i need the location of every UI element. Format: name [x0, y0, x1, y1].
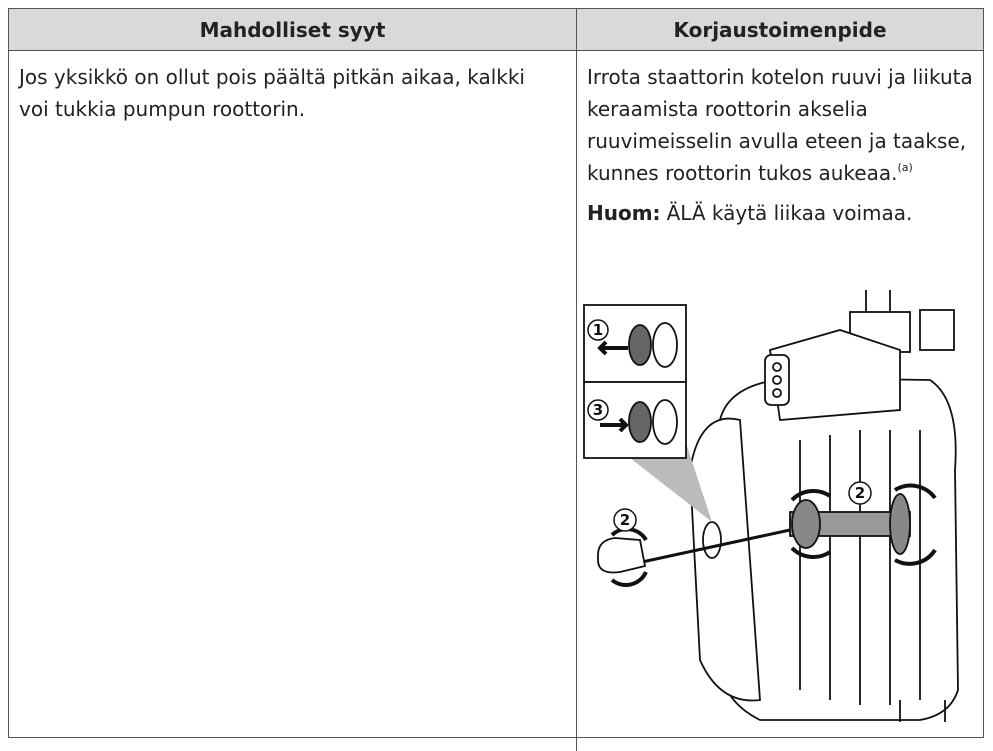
pump-connector: [768, 329, 901, 421]
arrow: [600, 417, 629, 433]
figure-label: 1: [593, 321, 603, 339]
pump-housing: [719, 377, 959, 721]
inset-plug: [628, 324, 652, 366]
column-divider: [576, 51, 577, 751]
fins: [799, 430, 921, 705]
figure-label: 3: [593, 401, 603, 419]
figure-label: 2: [620, 511, 630, 529]
header-cell: Korjaustoimenpide: [577, 9, 983, 51]
note-label: Huom:: [587, 201, 661, 225]
rotate-arrow: [790, 483, 937, 566]
pump-connector: [764, 354, 790, 406]
shaft-disc: [889, 493, 911, 555]
shaft-head: [791, 499, 821, 549]
pin: [772, 375, 782, 385]
arrow: [597, 340, 628, 356]
pump-part: [919, 309, 955, 351]
page: Mahdolliset syyt Korjaustoimenpide Jos y…: [8, 8, 984, 751]
action-text: Irrota staattorin kotelon ruuvi ja liiku…: [587, 65, 973, 185]
action-cell: Irrota staattorin kotelon ruuvi ja liiku…: [587, 61, 977, 229]
screw-hole: [702, 521, 722, 559]
callout: [630, 440, 712, 522]
note: Huom: ÄLÄ käytä liikaa voimaa.: [587, 197, 977, 229]
label-circle: [587, 399, 609, 421]
footnote-ref: (a): [897, 161, 913, 174]
figure-label: 2: [855, 484, 865, 502]
label-circle: [613, 508, 637, 532]
pin: [772, 362, 782, 372]
label-circles: [587, 319, 872, 532]
label-circle: [848, 481, 872, 505]
cause-cell: Jos yksikkö on ollut pois päältä pitkän …: [19, 65, 525, 121]
inset-plug: [628, 401, 652, 443]
pin: [772, 388, 782, 398]
header-cell: Mahdolliset syyt: [9, 9, 577, 51]
inset-hole: [652, 322, 678, 368]
pump-illustration: 1 3 2 2: [583, 290, 959, 722]
pump-front: [689, 417, 761, 702]
inset-hole: [652, 399, 678, 445]
label-circle: [587, 319, 609, 341]
table: Mahdolliset syyt Korjaustoimenpide Jos y…: [8, 8, 984, 751]
screwdriver-handle: [597, 537, 647, 574]
action-paragraph: Irrota staattorin kotelon ruuvi ja liiku…: [587, 61, 977, 189]
screwdriver-shaft: [641, 528, 791, 564]
note-text: ÄLÄ käytä liikaa voimaa.: [666, 201, 913, 225]
